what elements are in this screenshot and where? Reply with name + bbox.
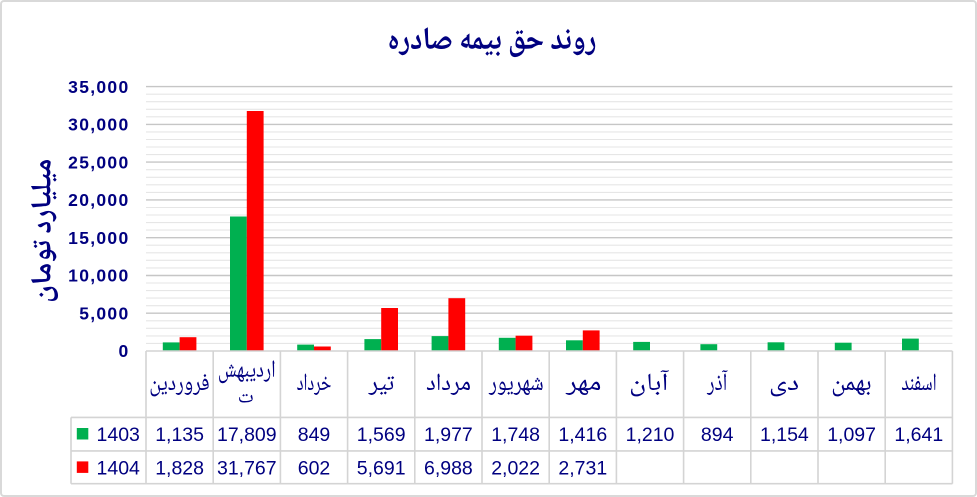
svg-text:1,416: 1,416 xyxy=(558,424,607,446)
svg-text:30,000: 30,000 xyxy=(68,115,129,135)
svg-text:1403: 1403 xyxy=(97,424,140,446)
svg-text:10,000: 10,000 xyxy=(68,266,129,286)
svg-text:1,097: 1,097 xyxy=(827,424,876,446)
svg-text:0: 0 xyxy=(118,341,129,361)
svg-text:5,691: 5,691 xyxy=(357,458,406,480)
svg-text:2,022: 2,022 xyxy=(491,458,540,480)
svg-text:20,000: 20,000 xyxy=(68,190,129,210)
svg-text:1,748: 1,748 xyxy=(491,424,540,446)
svg-text:15,000: 15,000 xyxy=(68,228,129,248)
svg-text:894: 894 xyxy=(701,424,734,446)
svg-text:5,000: 5,000 xyxy=(79,303,129,323)
svg-text:1,641: 1,641 xyxy=(894,424,943,446)
svg-text:1,569: 1,569 xyxy=(357,424,406,446)
svg-text:2,731: 2,731 xyxy=(558,458,607,480)
svg-text:849: 849 xyxy=(298,424,331,446)
svg-text:1,828: 1,828 xyxy=(155,458,204,480)
svg-text:1,154: 1,154 xyxy=(760,424,809,446)
svg-text:1,135: 1,135 xyxy=(155,424,204,446)
svg-text:31,767: 31,767 xyxy=(217,458,277,480)
svg-text:1,210: 1,210 xyxy=(626,424,675,446)
svg-text:602: 602 xyxy=(298,458,331,480)
svg-text:17,809: 17,809 xyxy=(217,424,277,446)
svg-text:35,000: 35,000 xyxy=(68,77,129,97)
svg-text:6,988: 6,988 xyxy=(424,458,473,480)
svg-text:25,000: 25,000 xyxy=(68,152,129,172)
svg-text:1404: 1404 xyxy=(97,458,141,480)
svg-text:1,977: 1,977 xyxy=(424,424,473,446)
